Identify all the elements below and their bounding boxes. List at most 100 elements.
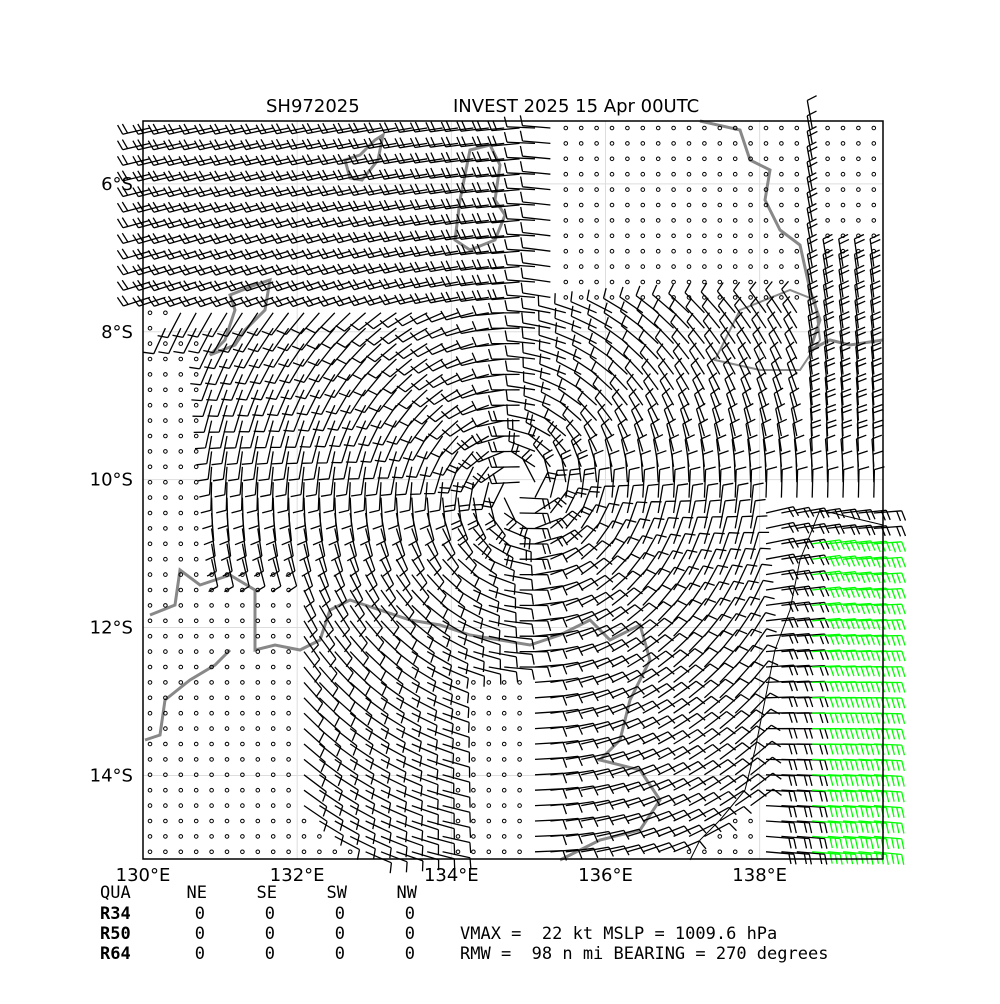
wind-barb (873, 727, 906, 740)
wind-barb (456, 151, 489, 163)
wind-barb (642, 466, 655, 498)
wind-barb (487, 150, 520, 163)
calm-marker (255, 572, 261, 577)
wind-barb (365, 697, 389, 725)
wind-barb (440, 213, 474, 225)
wind-barb (398, 404, 428, 427)
wind-barb (349, 743, 375, 770)
wind-barb (722, 357, 736, 391)
wind-barb (334, 605, 351, 638)
wind-barb (854, 295, 866, 329)
wind-barb (442, 681, 470, 704)
wind-barb (812, 680, 845, 693)
calm-marker (501, 726, 507, 731)
wind-barb (858, 634, 891, 646)
wind-barb (840, 388, 852, 421)
calm-marker (640, 202, 646, 208)
wind-barb (519, 527, 552, 539)
calm-marker (178, 603, 184, 608)
wind-barb (306, 327, 336, 350)
wind-barb (232, 312, 259, 337)
calm-marker (178, 741, 184, 747)
wind-barb (704, 774, 737, 791)
calm-marker (763, 279, 769, 285)
calm-marker (178, 526, 184, 531)
wind-barb (381, 358, 413, 378)
table-header: SW (327, 883, 348, 903)
calm-marker (763, 202, 769, 208)
wind-barb (334, 835, 361, 860)
wind-barb (437, 466, 459, 494)
wind-barb (657, 533, 682, 560)
wind-barb (611, 749, 646, 761)
calm-marker (193, 479, 199, 485)
wind-barb (657, 730, 691, 745)
wind-barb (626, 551, 655, 576)
calm-marker (763, 187, 769, 192)
calm-marker (255, 757, 261, 762)
wind-barb (384, 482, 398, 514)
wind-barb (873, 851, 905, 865)
wind-barb (855, 341, 867, 375)
wind-barb (611, 388, 628, 421)
wind-barb (442, 820, 472, 838)
wind-barb (189, 343, 213, 370)
calm-marker (147, 526, 153, 531)
calm-marker (840, 125, 846, 131)
calm-marker (517, 695, 522, 701)
calm-marker (224, 757, 230, 762)
wind-barb (703, 327, 721, 360)
calm-marker (178, 834, 184, 839)
wind-barb (596, 798, 630, 809)
calm-marker (717, 849, 723, 855)
wind-barb (750, 579, 774, 606)
wind-barb (708, 372, 721, 406)
calm-marker (748, 156, 753, 162)
wind-barb (734, 596, 760, 622)
wind-barb (827, 681, 860, 693)
calm-marker (163, 541, 168, 547)
calm-marker (286, 849, 291, 855)
wind-barb (505, 375, 536, 391)
calm-marker (763, 248, 769, 254)
calm-marker (732, 818, 738, 824)
wind-barb (441, 420, 474, 437)
wind-barb (638, 329, 659, 360)
wind-barb (781, 664, 814, 676)
wind-barb (611, 844, 646, 855)
wind-barb (158, 327, 182, 355)
table-cell: 0 (335, 904, 345, 924)
wind-barb (685, 297, 705, 329)
calm-marker (147, 433, 153, 439)
calm-marker (224, 572, 230, 577)
calm-marker (147, 741, 153, 747)
wind-barb (661, 387, 675, 421)
wind-barb (335, 327, 367, 349)
calm-marker (301, 849, 307, 855)
wind-barb (334, 774, 359, 801)
calm-marker (286, 695, 291, 701)
wind-barb (768, 326, 782, 360)
wind-barb (456, 244, 489, 256)
wind-barb (783, 311, 798, 344)
wind-barb (627, 827, 661, 838)
wind-barb (873, 619, 906, 631)
calm-marker (671, 233, 676, 239)
wind-barb (611, 553, 641, 576)
wind-barb (719, 548, 742, 575)
wind-barb (596, 719, 630, 730)
calm-marker (486, 741, 492, 747)
wind-barb (208, 405, 228, 433)
wind-barb (571, 320, 597, 345)
wind-barb (565, 594, 599, 607)
wind-barb (487, 473, 520, 485)
calm-marker (147, 356, 153, 362)
calm-marker (163, 818, 168, 824)
wind-barb (426, 712, 454, 735)
wind-barb (858, 851, 889, 865)
calm-marker (163, 618, 168, 624)
calm-marker (163, 803, 168, 808)
wind-barb (473, 558, 498, 585)
wind-barb (487, 135, 520, 147)
wind-barb (365, 835, 392, 859)
